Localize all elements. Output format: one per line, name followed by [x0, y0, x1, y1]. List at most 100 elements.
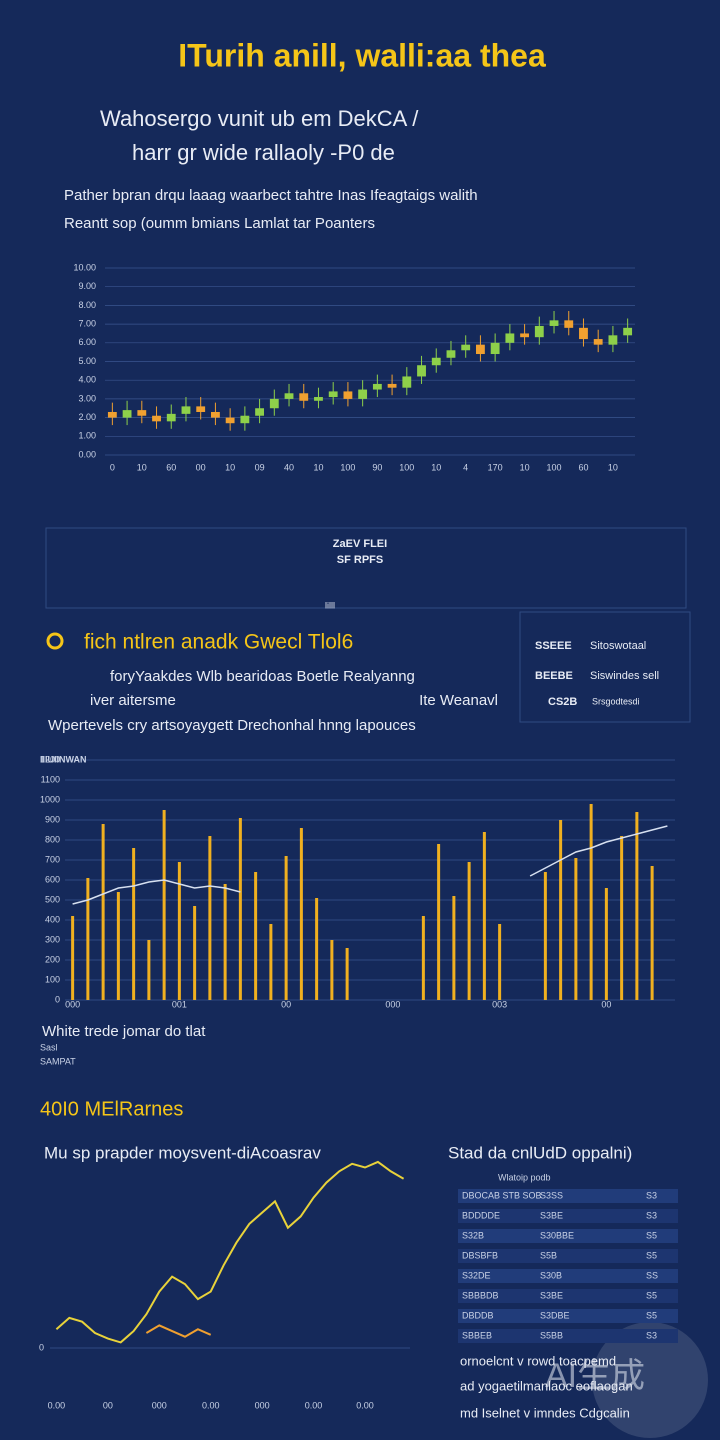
y-tick-label: 2.00	[78, 412, 96, 422]
candle-body	[417, 365, 426, 377]
y-tick-label: 0.00	[78, 449, 96, 459]
watermark-badge	[592, 1322, 708, 1438]
table-cell: S5B	[540, 1250, 557, 1260]
candle-body	[284, 393, 294, 399]
candle-body	[387, 383, 397, 388]
panel-value: Siswindes sell	[590, 670, 659, 682]
candle-body	[490, 342, 500, 355]
x-tick-label: 00	[281, 999, 291, 1009]
x-tick-label: 10	[520, 462, 530, 472]
bar	[437, 844, 441, 1000]
bar	[574, 858, 578, 1000]
x-tick-label: 000	[385, 999, 400, 1009]
footer-line: ad yogaetilmanlaoc eoflaogan	[460, 1378, 633, 1393]
intro: Pather bpran drqu laaag waarbect tahtre …	[64, 187, 478, 204]
x-tick-label: 100	[340, 462, 355, 472]
section-line: Wpertevels cry artsoyaygett Drechonhal h…	[48, 717, 416, 734]
table-header: Wlatoip podb	[498, 1172, 551, 1182]
title: ITurih anill, walli:aa thea	[178, 37, 546, 73]
intro: Reantt sop (oumm bmians Lamlat tar Poant…	[64, 215, 375, 232]
box	[45, 527, 687, 609]
x-tick-label: 10	[225, 462, 235, 472]
candle-body	[623, 327, 633, 336]
table-cell: S3	[646, 1190, 657, 1200]
bar	[345, 948, 349, 1000]
section-heading-right: Stad da cnlUdD oppalni)	[448, 1143, 632, 1162]
bar	[650, 866, 654, 1000]
section-line: iver aitersme	[90, 692, 176, 709]
bar	[162, 810, 166, 1000]
candle-body	[608, 335, 618, 345]
table-cell: S5	[646, 1290, 657, 1300]
candle-body	[446, 350, 456, 358]
table-cell: S5	[646, 1250, 657, 1260]
y-tick-label: 1000	[40, 794, 60, 804]
candle-body	[137, 410, 147, 416]
note: Sasl	[40, 1042, 58, 1052]
bar	[86, 878, 90, 1000]
table-row-bg	[458, 1329, 678, 1343]
bar	[254, 872, 258, 1000]
subtitle: Wahosergo vunit ub em DekCA /	[100, 106, 419, 131]
x-tick-label: 100	[547, 462, 562, 472]
table-row-bg	[458, 1289, 678, 1303]
bar	[498, 924, 502, 1000]
x-tick-label: 10	[608, 462, 618, 472]
x-tick-label: 00	[601, 999, 611, 1009]
y-tick-label: 400	[45, 914, 60, 924]
x-tick-label: 00	[196, 462, 206, 472]
bar	[604, 888, 608, 1000]
bar	[147, 940, 151, 1000]
x-tick-label: 10	[313, 462, 323, 472]
candle-body	[402, 376, 412, 388]
candle-body	[461, 344, 471, 351]
y-tick-label: 1100	[41, 774, 60, 784]
candle-body	[269, 398, 279, 409]
box-line: SF RPFS	[337, 554, 383, 566]
footer-line: ornoelcnt v rowd toacpemd	[460, 1353, 616, 1368]
bar	[452, 896, 456, 1000]
box-tag: lilll	[325, 600, 335, 610]
y-tick-label: 0	[55, 994, 60, 1004]
section-line: foryYaakdes Wlb bearidoas Boetle Realyan…	[110, 668, 415, 685]
bar	[177, 862, 181, 1000]
x-tick-label: 0	[110, 462, 115, 472]
candle-body	[107, 411, 117, 418]
note: White trede jomar do tlat	[42, 1023, 206, 1040]
table-cell: S32B	[462, 1230, 484, 1240]
y-tick-label: 700	[45, 854, 60, 864]
y-tick-label: 10.00	[73, 262, 96, 272]
candle-body	[505, 333, 515, 343]
candle-body	[299, 393, 309, 401]
bar	[223, 884, 227, 1000]
table-cell: S3	[646, 1330, 657, 1340]
section-subtitle: Mu sp prapder moysvent-diAcoasrav	[44, 1143, 321, 1162]
x-tick-label: 60	[578, 462, 588, 472]
bar	[101, 824, 105, 1000]
x-tick-label: 10	[431, 462, 441, 472]
y-tick-label: 9.00	[78, 281, 96, 291]
table-cell: S32DE	[462, 1270, 491, 1280]
panel-key: SSEEE	[535, 640, 572, 652]
x-tick-label: 10	[137, 462, 147, 472]
table-row-bg	[458, 1189, 678, 1203]
panel-value: Sitoswotaal	[590, 640, 646, 652]
x-tick-label: 90	[372, 462, 382, 472]
y-tick-label: 800	[45, 834, 60, 844]
candle-body	[343, 391, 353, 399]
bar	[559, 820, 563, 1000]
x-tick-label: 000	[152, 1400, 167, 1410]
bar	[238, 818, 242, 1000]
box-line: ZaEV FLEI	[333, 538, 387, 550]
candle-body	[476, 344, 485, 355]
table-row-bg	[458, 1249, 678, 1263]
x-tick-label: 0.00	[356, 1400, 374, 1410]
table-cell: SS	[646, 1270, 658, 1280]
section-heading: 40I0 MElRarnes	[40, 1098, 183, 1120]
bar	[635, 812, 639, 1000]
bar	[193, 906, 197, 1000]
candle-body	[211, 411, 220, 418]
x-tick-label: 0.00	[305, 1400, 323, 1410]
y-tick-label: 600	[45, 874, 60, 884]
